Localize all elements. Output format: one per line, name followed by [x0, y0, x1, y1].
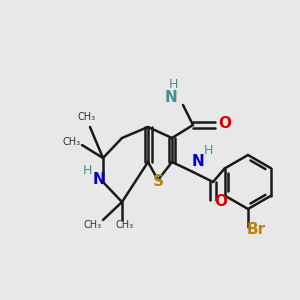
- Text: N: N: [165, 89, 177, 104]
- Text: O: O: [218, 116, 232, 130]
- Text: CH₃: CH₃: [116, 220, 134, 230]
- Text: H: H: [82, 164, 92, 176]
- Text: N: N: [93, 172, 105, 188]
- Text: O: O: [214, 194, 227, 209]
- Text: H: H: [168, 77, 178, 91]
- Text: Br: Br: [246, 221, 266, 236]
- Text: S: S: [152, 175, 164, 190]
- Text: CH₃: CH₃: [63, 137, 81, 147]
- Text: CH₃: CH₃: [84, 220, 102, 230]
- Text: N: N: [192, 154, 204, 169]
- Text: CH₃: CH₃: [78, 112, 96, 122]
- Text: H: H: [203, 145, 213, 158]
